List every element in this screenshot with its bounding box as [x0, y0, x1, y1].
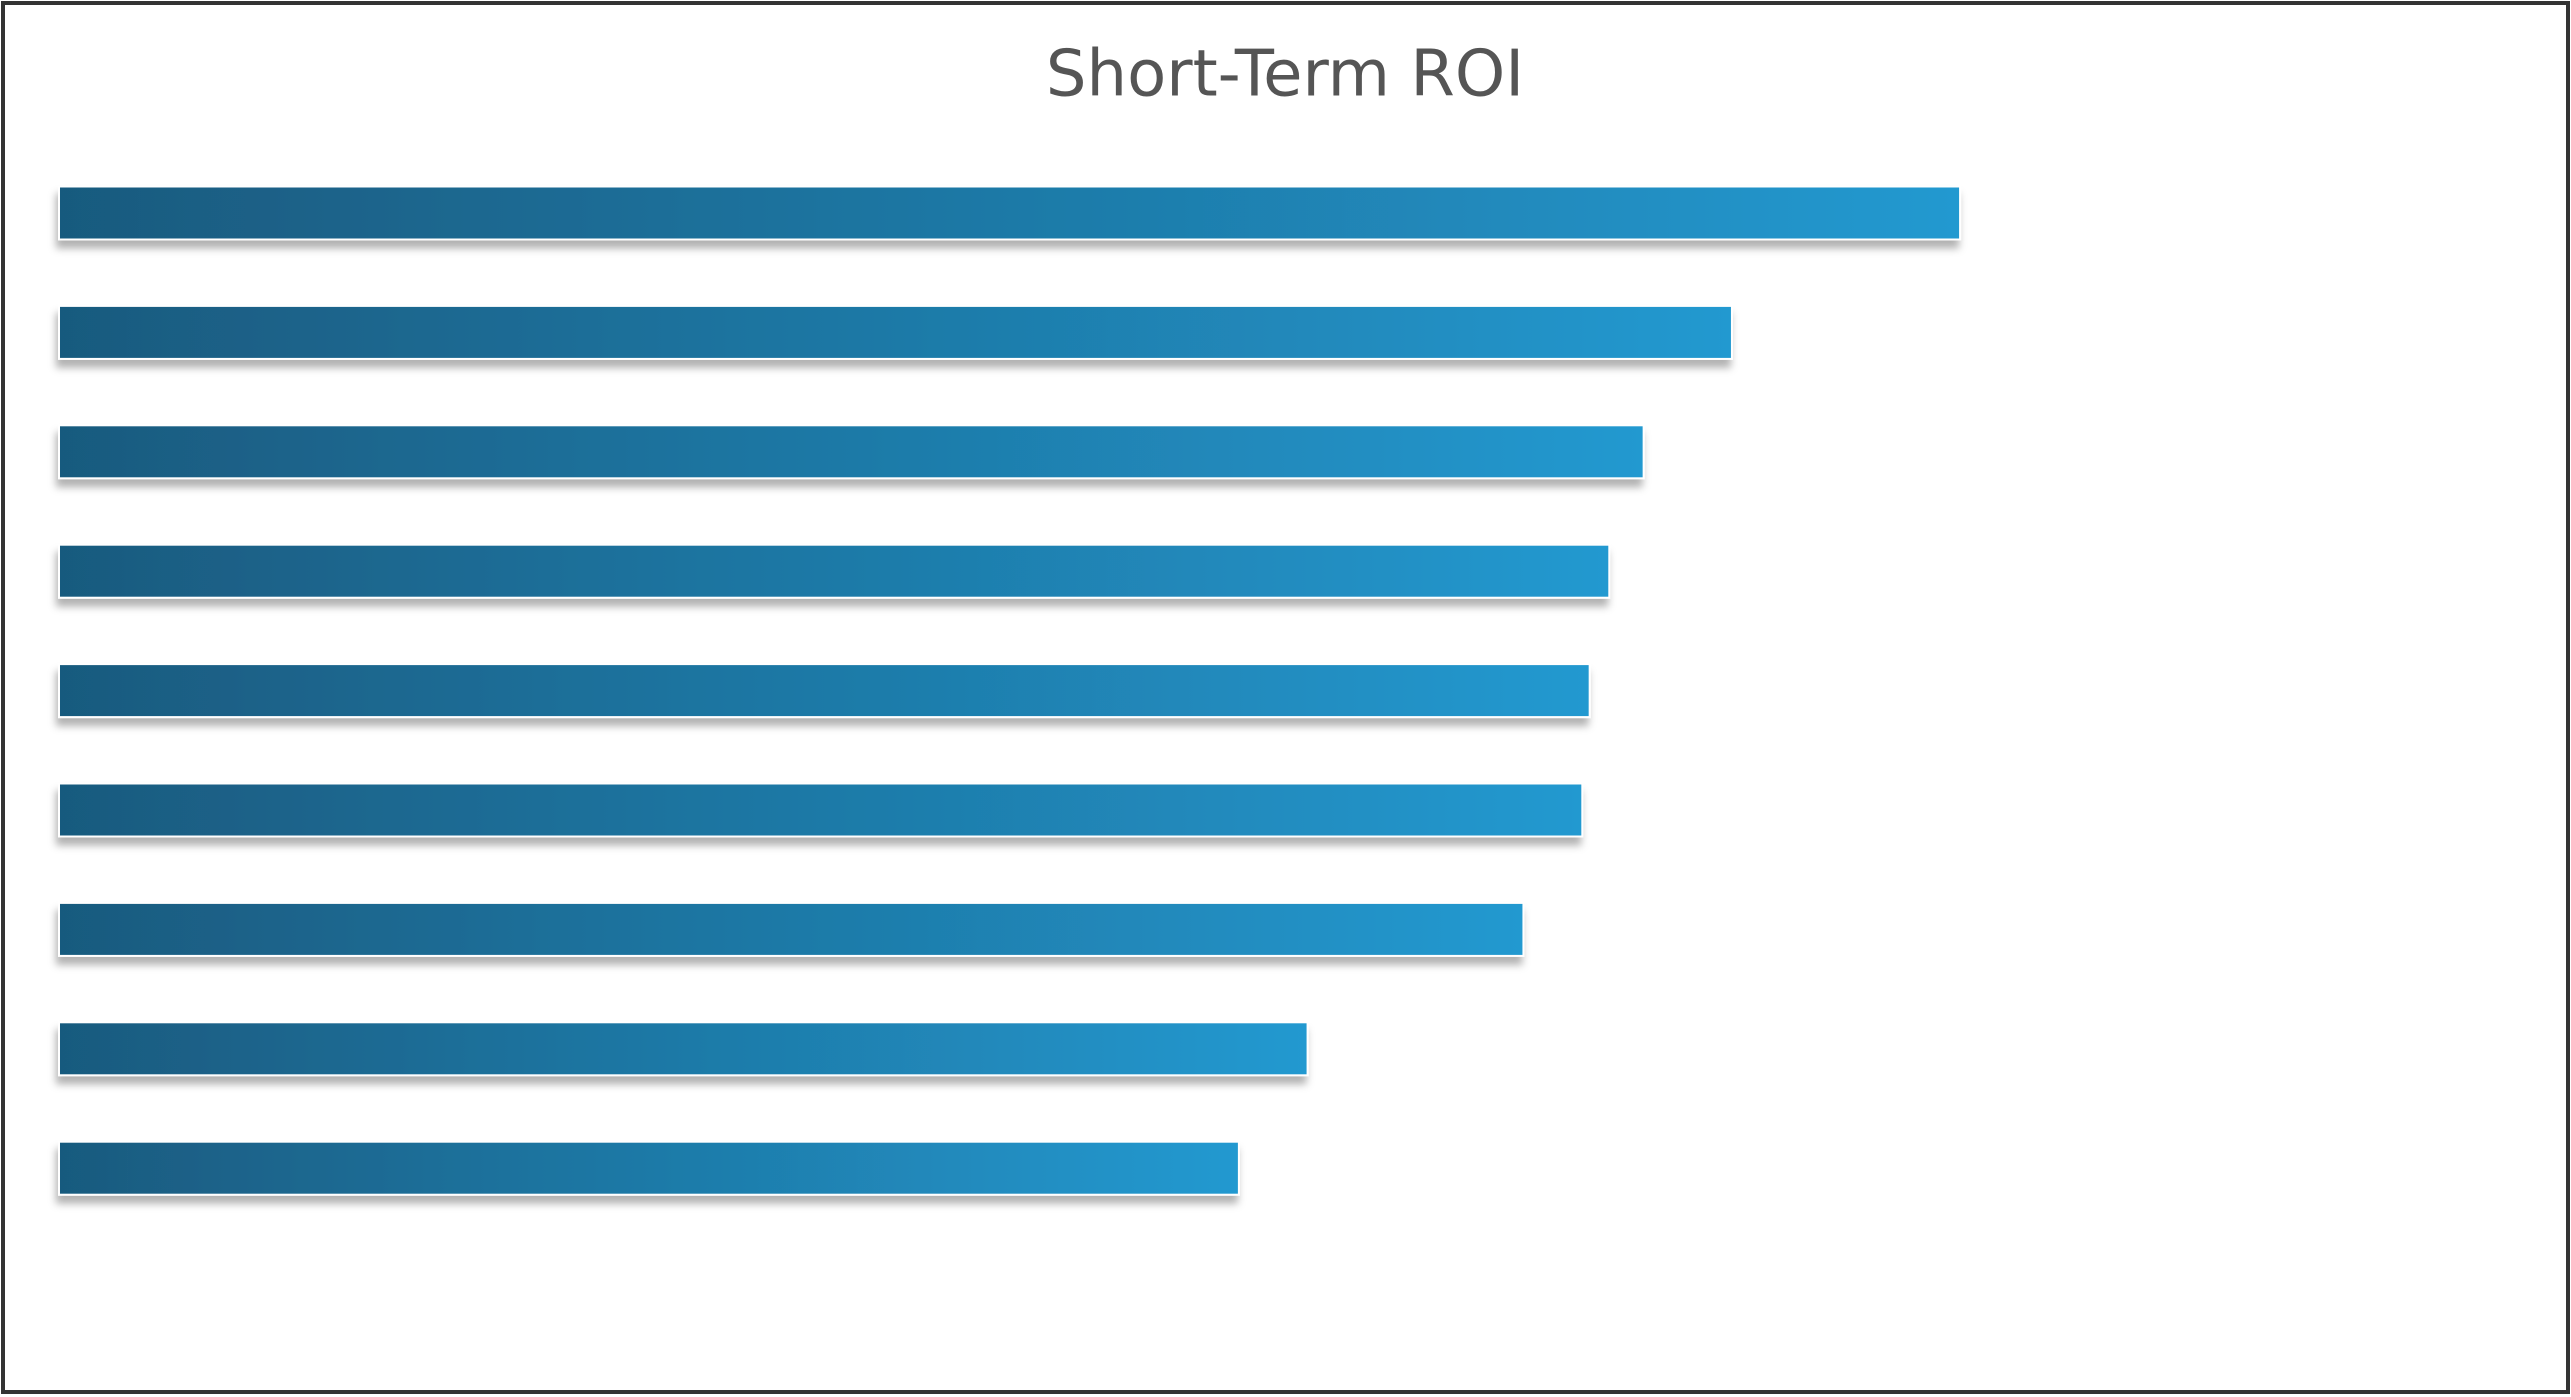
bar-group [58, 1140, 1240, 1196]
bar-group [58, 424, 1645, 480]
bar-group [58, 185, 1962, 241]
bar [58, 901, 1525, 957]
bar [58, 663, 1591, 719]
bar [58, 782, 1584, 838]
bar-group [58, 901, 1525, 957]
bar [58, 424, 1645, 480]
chart-title: Short-Term ROI [1046, 38, 1524, 112]
bar [58, 304, 1733, 360]
bar-group [58, 1021, 1309, 1077]
bar [58, 185, 1962, 241]
bar-group [58, 663, 1591, 719]
bar [58, 543, 1611, 599]
bar-group [58, 543, 1611, 599]
bar-group [58, 782, 1584, 838]
bar-group [58, 304, 1733, 360]
bar [58, 1140, 1240, 1196]
bar [58, 1021, 1309, 1077]
